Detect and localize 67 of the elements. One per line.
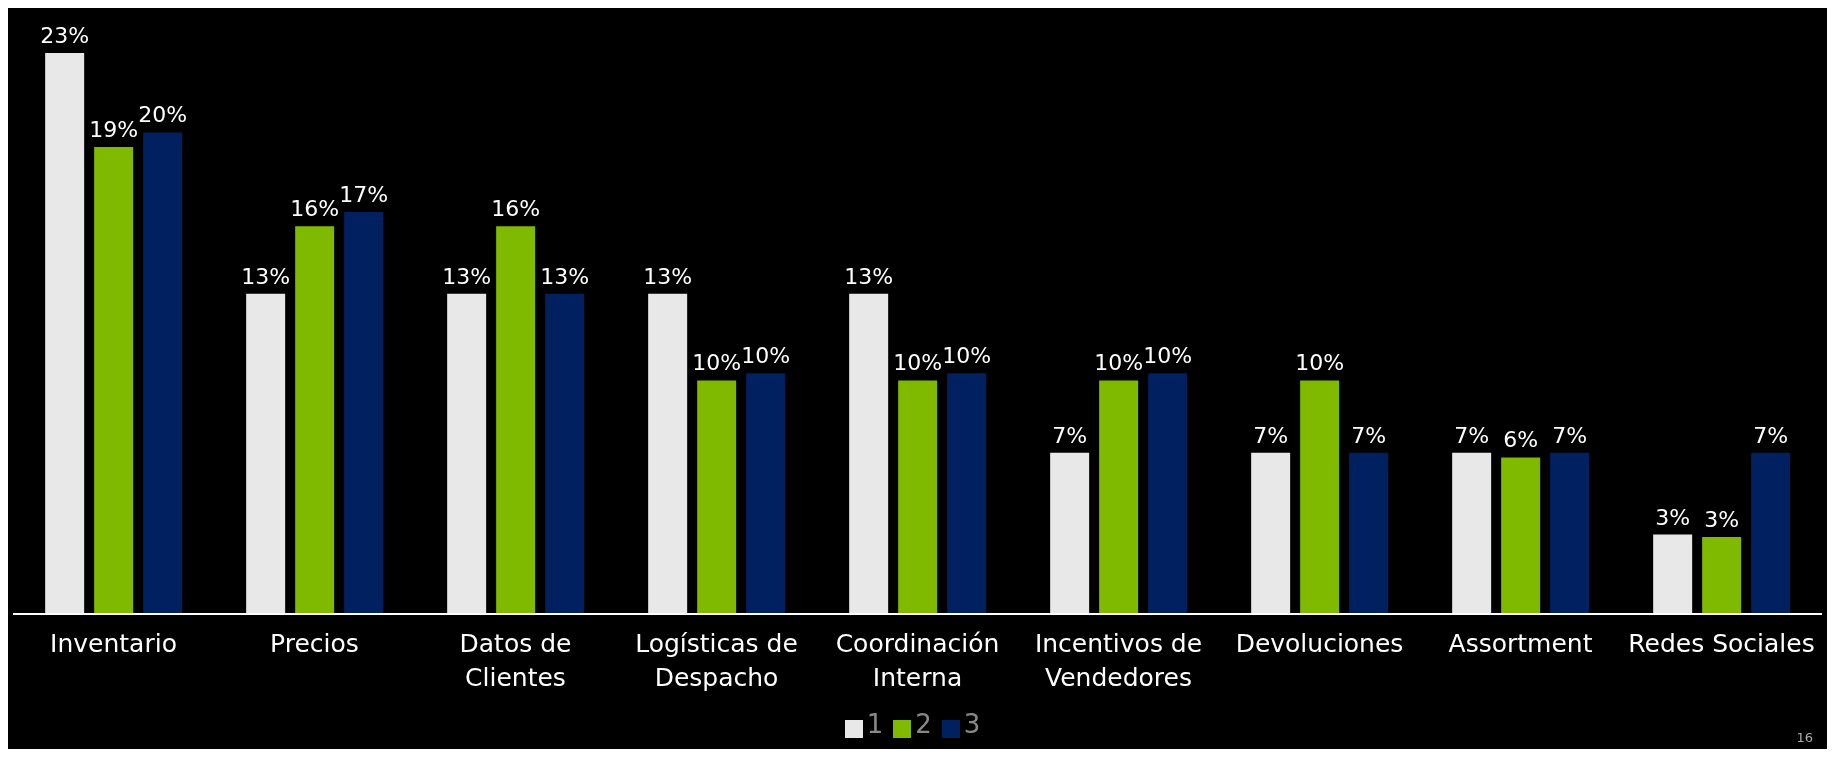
bar [947, 373, 987, 614]
bar [143, 132, 183, 614]
bar [746, 373, 786, 614]
x-tick-label: Assortment [1448, 629, 1593, 658]
x-tick-label: Logísticas de Despacho [635, 629, 798, 692]
data-label: 10% [1295, 350, 1345, 376]
data-label: 6% [1503, 427, 1539, 453]
data-label: 7% [1052, 422, 1088, 448]
bar [648, 293, 688, 614]
data-label: 3% [1655, 504, 1691, 530]
data-label: 13% [643, 263, 693, 289]
x-tick-label: Devoluciones [1235, 629, 1404, 658]
data-label: 10% [942, 343, 992, 369]
bar [246, 293, 286, 614]
data-label: 13% [442, 263, 492, 289]
bar [344, 211, 384, 614]
legend-label: 2 [915, 709, 932, 739]
bar [94, 146, 134, 614]
bar [898, 380, 938, 614]
text: 16 [1796, 730, 1813, 745]
data-label: 7% [1552, 422, 1588, 448]
bar [545, 293, 585, 614]
data-label: 19% [89, 116, 139, 142]
data-label: 16% [491, 196, 541, 222]
bar [1702, 536, 1742, 614]
data-label: 23% [40, 23, 90, 48]
bar [1653, 534, 1693, 614]
data-label: 3% [1704, 506, 1740, 532]
x-tick-label: Precios [270, 629, 359, 658]
bar [1349, 452, 1389, 614]
data-label: 7% [1753, 422, 1789, 448]
legend-label: 3 [963, 709, 981, 739]
data-label: 20% [138, 102, 188, 128]
data-label: 13% [241, 263, 291, 289]
bar [1050, 452, 1090, 614]
data-label: 10% [1143, 343, 1193, 369]
bar [45, 53, 85, 614]
bar [1300, 380, 1340, 614]
bar [697, 380, 737, 614]
data-label: 7% [1454, 422, 1490, 448]
data-label: 7% [1253, 422, 1289, 448]
bar [1099, 380, 1139, 614]
data-label: 13% [844, 263, 894, 289]
bar [496, 226, 536, 614]
data-label: 13% [540, 263, 590, 289]
x-tick-label: Redes Sociales [1628, 629, 1815, 658]
bar [1501, 457, 1541, 614]
x-tick-label: Inventario [50, 629, 177, 658]
data-label: 17% [339, 181, 389, 207]
x-tick-label: Coordinación Interna [835, 629, 1000, 692]
bar [1251, 452, 1291, 614]
bar [1452, 452, 1492, 614]
bar [1148, 373, 1188, 614]
data-label: 7% [1351, 422, 1387, 448]
bar [1751, 452, 1791, 614]
data-label: 10% [741, 343, 791, 369]
bar [295, 226, 335, 614]
data-label: 16% [290, 196, 340, 222]
legend-label: 1 [866, 709, 884, 739]
x-tick-label: Datos de Clientes [459, 629, 572, 692]
bar [447, 293, 487, 614]
data-label: 10% [893, 350, 943, 376]
bar [849, 293, 889, 614]
x-tick-label: Incentivos de Vendedores [1034, 629, 1203, 692]
bar [1550, 452, 1590, 614]
data-label: 10% [1094, 350, 1144, 376]
data-label: 10% [692, 350, 742, 376]
